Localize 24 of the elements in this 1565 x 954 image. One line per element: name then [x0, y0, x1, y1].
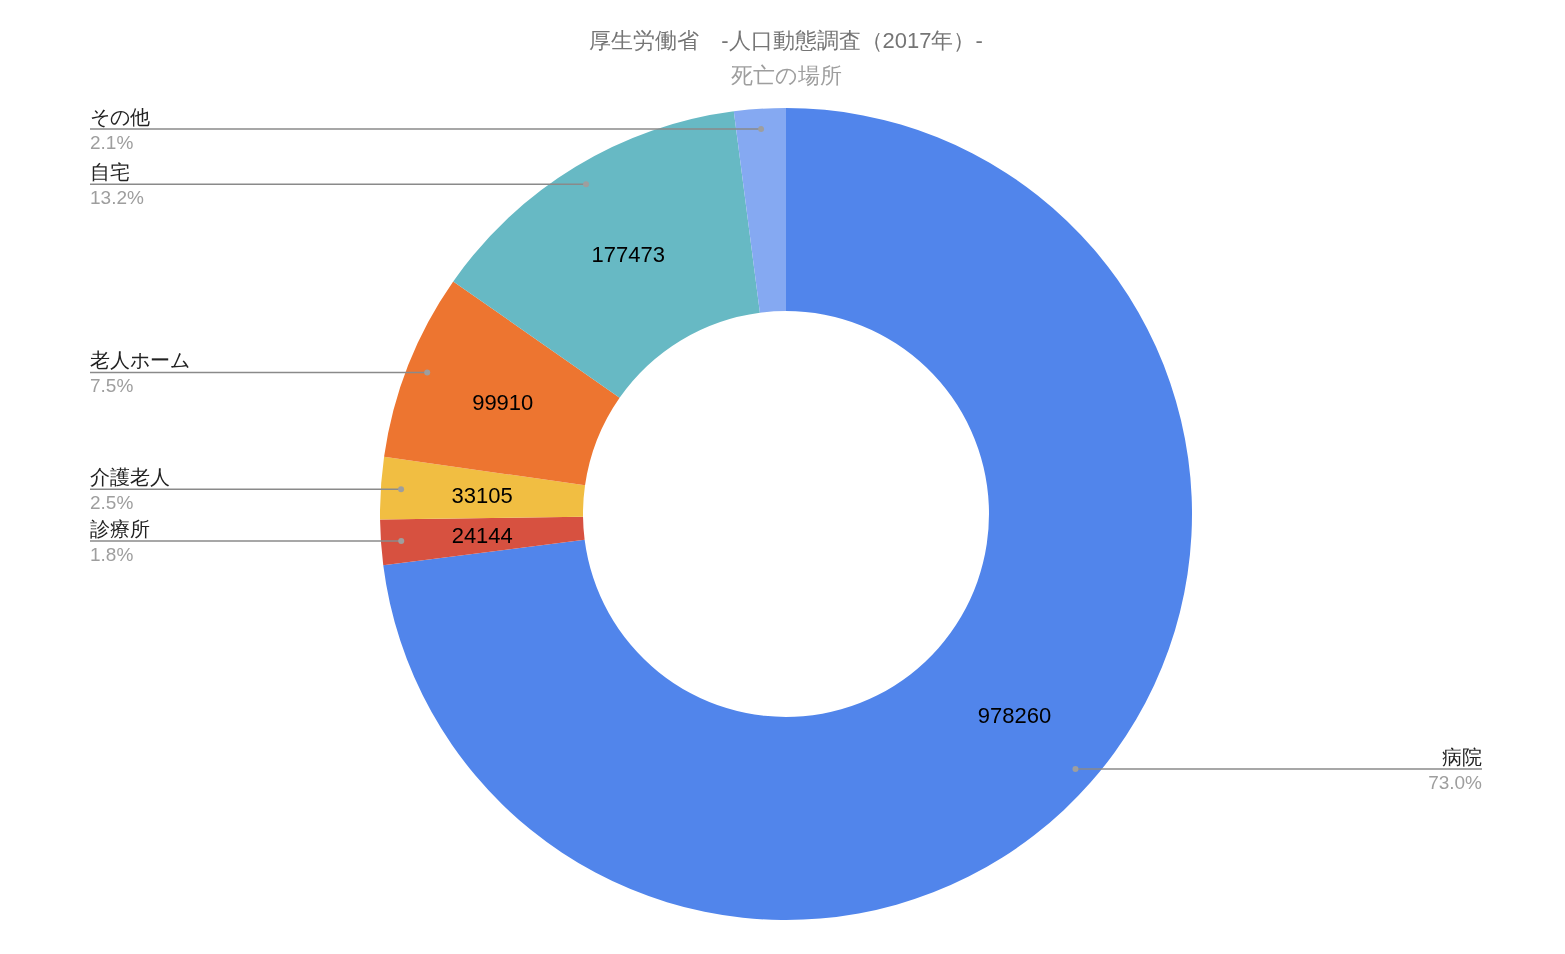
slice-label: 自宅: [90, 161, 130, 184]
text: 13.2%: [90, 187, 144, 209]
data-label: 177473: [591, 241, 665, 267]
text: 73.0%: [1428, 771, 1482, 793]
donut-slice: [383, 108, 1192, 920]
data-label: 24144: [451, 523, 513, 549]
slice-label: 診療所: [90, 518, 150, 541]
slice-label: 老人ホーム: [90, 349, 190, 372]
chart-title: 厚生労働省 -人口動態調査（2017年）-: [589, 28, 983, 53]
slice-label: 介護老人: [90, 466, 170, 489]
donut-slice: [380, 456, 586, 520]
donut-slice: [380, 516, 585, 566]
text: 2.1%: [90, 132, 134, 154]
text: 7.5%: [90, 375, 134, 397]
slice-label: 病院: [1442, 745, 1482, 768]
text: 1.8%: [90, 544, 134, 566]
data-label: 33105: [451, 482, 513, 508]
chart-subtitle: 死亡の場所: [730, 63, 842, 88]
donut-slice: [733, 108, 786, 313]
data-label: 99910: [472, 390, 534, 416]
slice-label: その他: [90, 106, 150, 129]
text: 2.5%: [90, 492, 134, 514]
data-label: 978260: [977, 703, 1052, 729]
donut-slice: [384, 281, 620, 486]
